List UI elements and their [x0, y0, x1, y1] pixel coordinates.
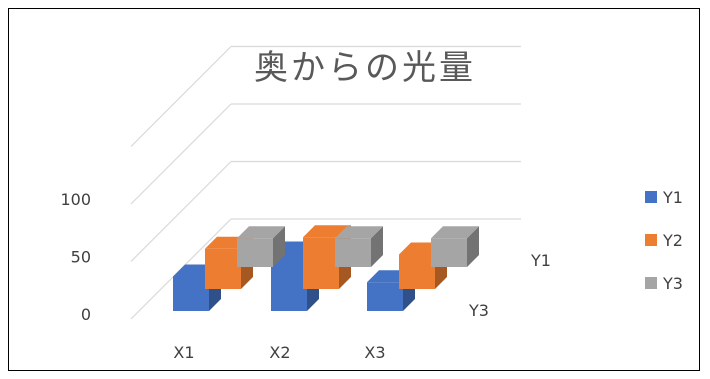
bar [237, 226, 285, 267]
bar-front [205, 248, 241, 289]
bar-side [467, 226, 479, 267]
legend-swatch [645, 277, 657, 289]
legend-label: Y2 [662, 231, 683, 250]
bar-front [173, 276, 209, 311]
bar [431, 226, 479, 267]
bar-side [273, 226, 285, 267]
bar-front [399, 254, 435, 289]
bar-top [335, 226, 383, 239]
y-tick-label: 0 [81, 305, 91, 324]
y-tick-label: 50 [71, 248, 91, 267]
gridline-slant [130, 103, 232, 205]
depth-tick-label: Y3 [468, 301, 489, 320]
bar-front [431, 238, 467, 267]
x-tick-label: X1 [173, 343, 194, 362]
bar [335, 226, 383, 267]
y-tick-label: 100 [60, 190, 91, 209]
bar-front [237, 238, 273, 267]
bar-front [367, 282, 403, 311]
legend-swatch [645, 234, 657, 246]
legend: Y1 Y2 Y3 [645, 188, 683, 293]
bar-side [371, 226, 383, 267]
bar-front [303, 237, 339, 289]
depth-tick-label: Y1 [530, 251, 551, 270]
bar-chart-3d: 奥からの光量 0 50 100 X1 X2 X3 Y1 Y3 Y1 Y2 Y3 [60, 45, 683, 362]
x-tick-label: X2 [269, 343, 290, 362]
legend-label: Y1 [662, 188, 683, 207]
bar-top [431, 226, 479, 239]
gridline-slant [130, 46, 232, 147]
axis-labels: 0 50 100 X1 X2 X3 Y1 Y3 [60, 190, 551, 362]
legend-swatch [645, 191, 657, 203]
chart-title: 奥からの光量 [254, 48, 476, 88]
bar-front [335, 238, 371, 267]
chart-area: 奥からの光量 0 50 100 X1 X2 X3 Y1 Y3 Y1 Y2 Y3 [8, 8, 700, 371]
bars [173, 225, 479, 311]
gridline-slant [130, 161, 232, 262]
bar-front [271, 253, 307, 311]
gridlines [130, 45, 521, 320]
x-tick-label: X3 [364, 343, 385, 362]
bar-top [237, 226, 285, 239]
legend-label: Y3 [662, 274, 683, 293]
